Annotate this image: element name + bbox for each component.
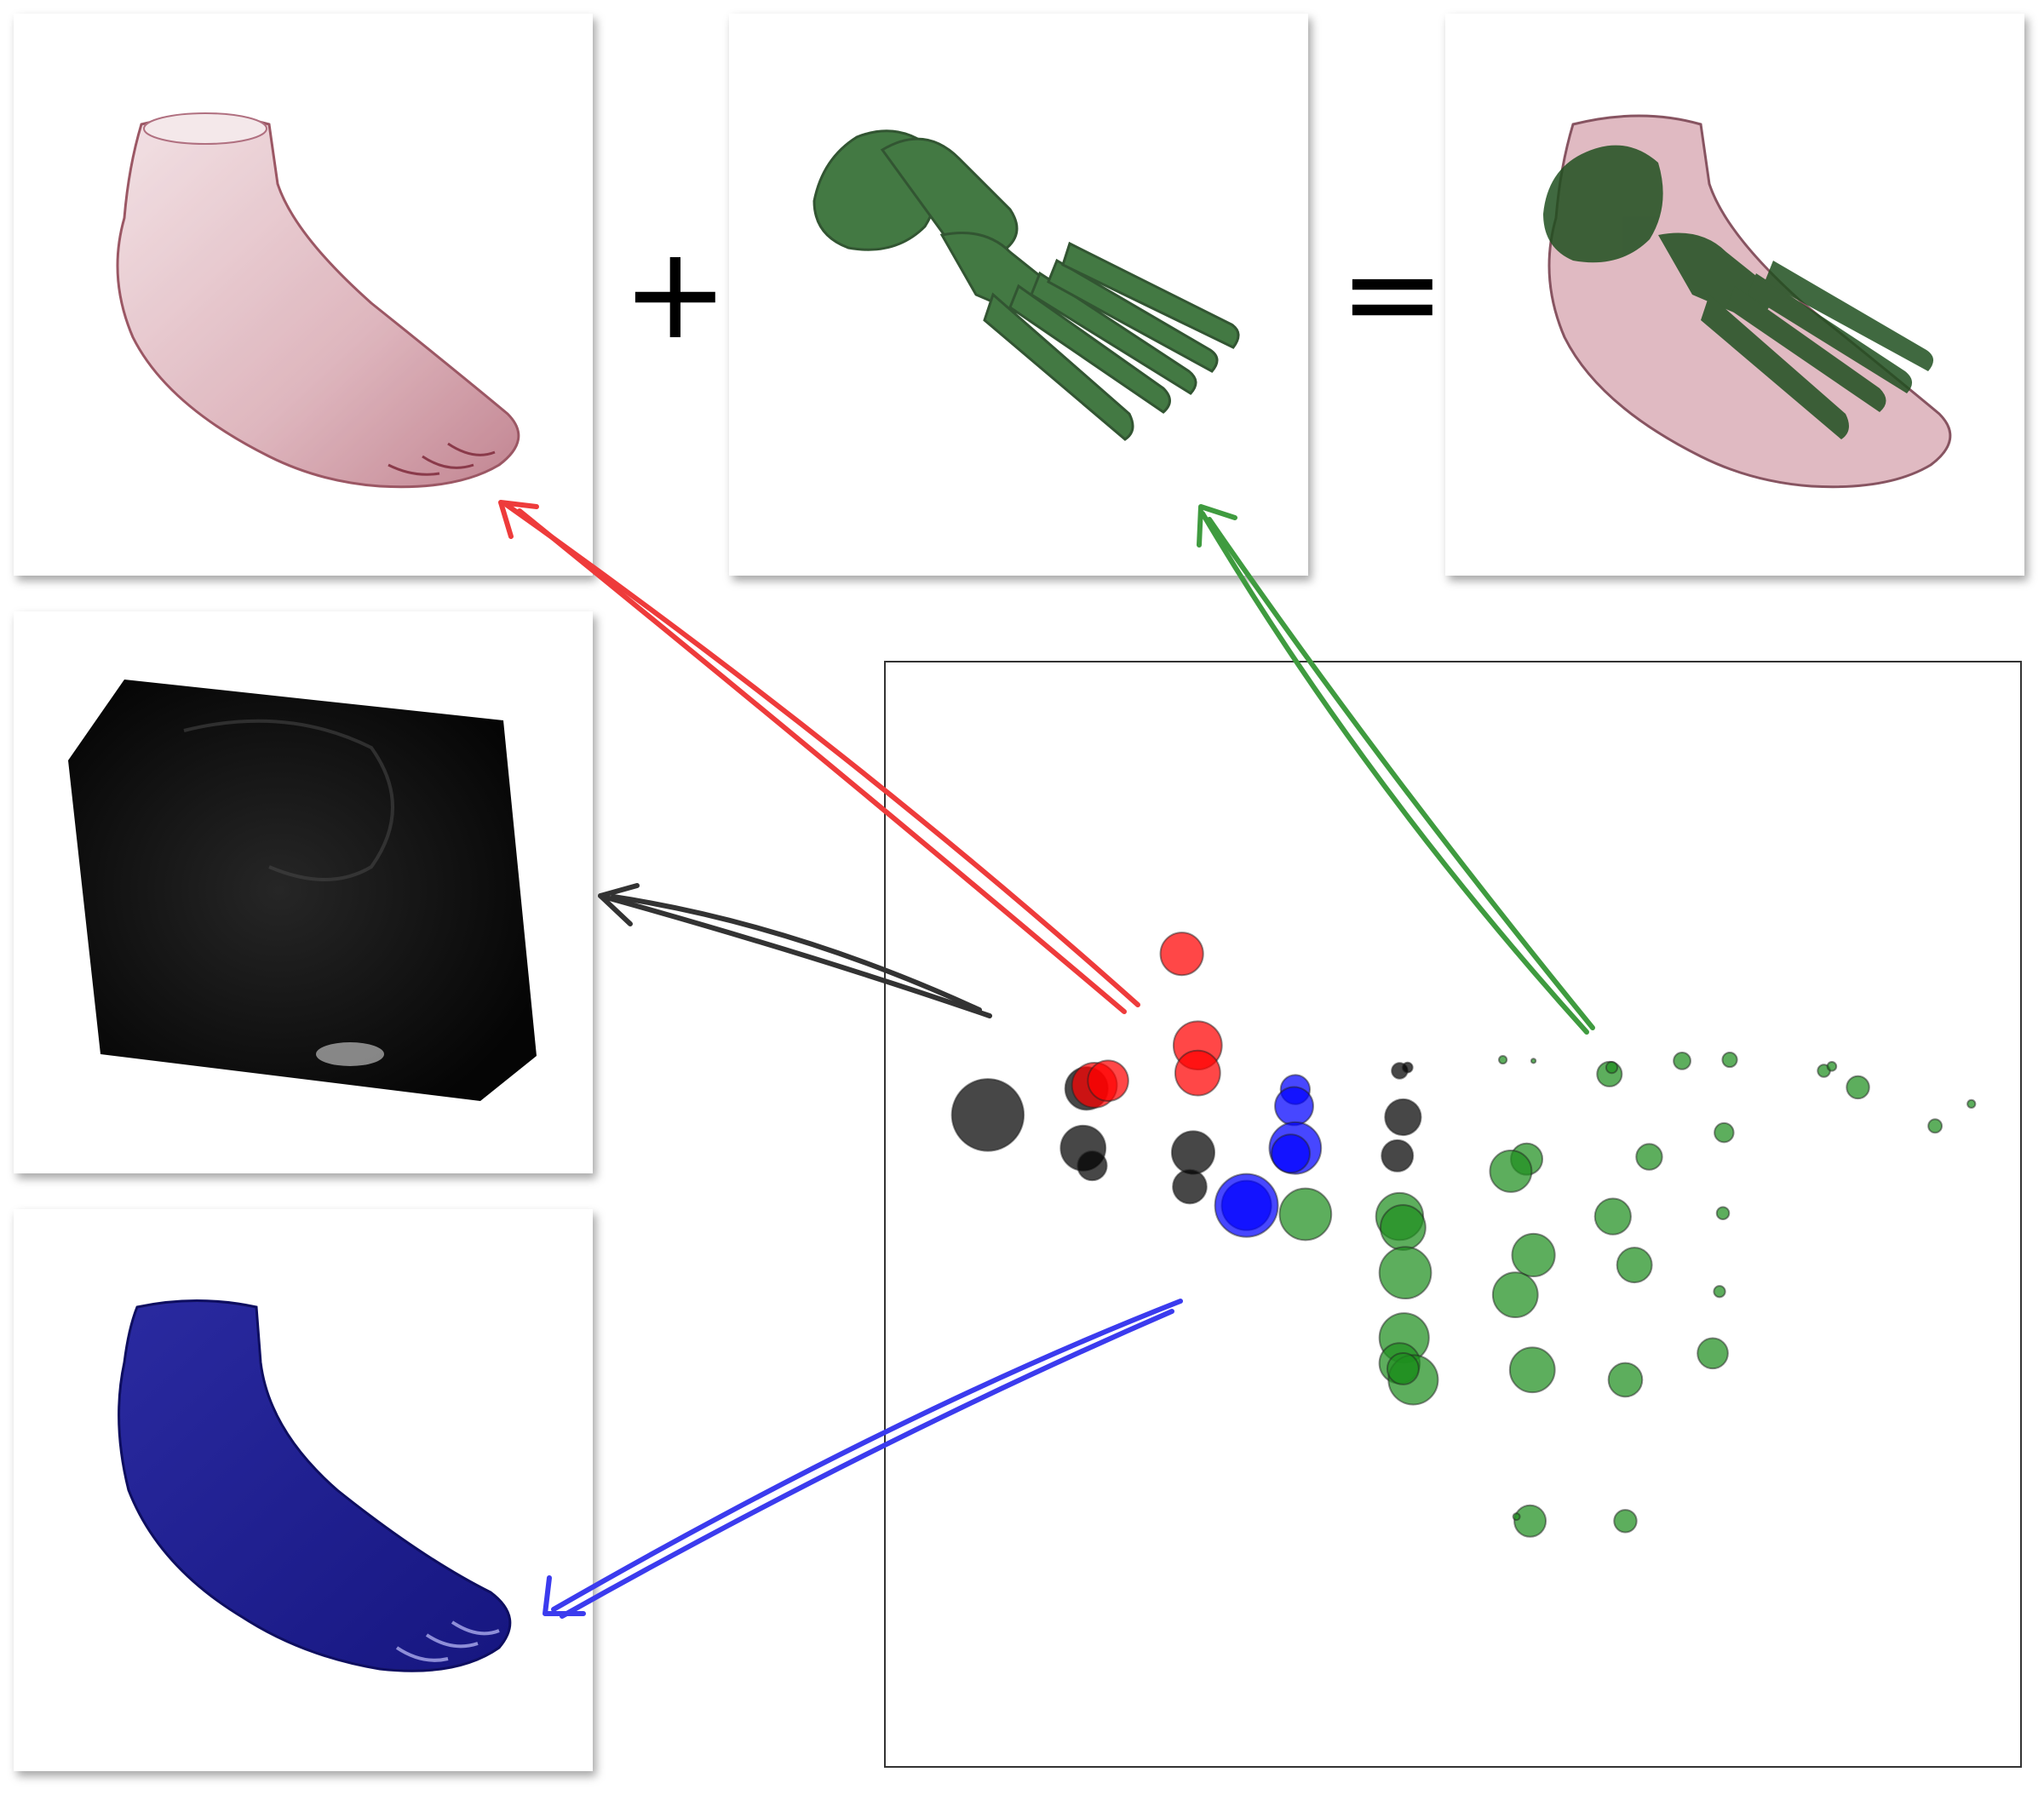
scatter-point <box>1379 1204 1427 1251</box>
scatter-points <box>950 932 1977 1538</box>
scatter-point <box>1613 1509 1638 1534</box>
scatter-plot <box>884 661 2022 1768</box>
scatter-point <box>1174 1049 1221 1097</box>
scatter-series <box>1214 1074 1323 1238</box>
foot-bone-render-icon <box>812 129 1240 441</box>
scatter-point <box>1721 1051 1738 1069</box>
scatter-point <box>1172 1168 1208 1205</box>
scatter-point <box>1401 1061 1414 1074</box>
scatter-point <box>1673 1051 1691 1070</box>
noise-render-panel <box>14 611 593 1173</box>
scatter-series <box>1071 932 1223 1109</box>
scatter-point <box>1605 1061 1619 1075</box>
scatter-point <box>1386 1351 1420 1385</box>
scatter-series <box>1278 1051 1977 1538</box>
scatter-point <box>1530 1058 1537 1064</box>
scatter-point <box>1384 1098 1422 1137</box>
scatter-point <box>1966 1098 1977 1110</box>
scatter-point <box>1214 1173 1279 1238</box>
scatter-point <box>1511 1232 1556 1278</box>
combined-render-panel <box>1445 14 2024 576</box>
foot-combined-render-icon <box>1543 114 1952 489</box>
scatter-point <box>1512 1512 1521 1522</box>
scatter-point <box>1508 1346 1556 1394</box>
scatter-point <box>1278 1187 1333 1242</box>
scatter-point <box>1616 1247 1653 1284</box>
scatter-point <box>1489 1150 1533 1193</box>
scatter-point <box>1170 1130 1216 1175</box>
skin-render-panel <box>14 14 593 576</box>
scatter-point <box>1635 1143 1663 1171</box>
scatter-point <box>1087 1059 1129 1102</box>
scatter-point <box>1714 1121 1735 1144</box>
scatter-point <box>1159 932 1204 977</box>
scatter-point <box>1697 1337 1729 1370</box>
scatter-point <box>1497 1054 1508 1065</box>
scatter-point <box>1826 1061 1838 1072</box>
scatter-point <box>1378 1246 1433 1300</box>
scatter-point <box>1491 1271 1539 1319</box>
scatter-point <box>1715 1206 1731 1220</box>
scatter-point <box>1607 1362 1644 1398</box>
bone-render-panel <box>729 14 1308 576</box>
scatter-point <box>1513 1504 1547 1538</box>
blue-render-panel <box>14 1209 593 1771</box>
scatter-point <box>1274 1086 1314 1127</box>
foot-blue-render-icon <box>118 1299 512 1672</box>
scatter-point <box>1846 1075 1870 1100</box>
equals-operator: = <box>1339 220 1446 368</box>
scatter-point <box>1927 1118 1944 1134</box>
scatter-point <box>950 1078 1025 1152</box>
noise-volume-render-icon <box>68 680 537 1101</box>
scatter-point <box>1077 1150 1108 1182</box>
scatter-point <box>1713 1285 1726 1299</box>
foot-skin-render-icon <box>116 112 520 489</box>
scatter-point <box>1271 1133 1311 1174</box>
plus-operator: + <box>622 220 729 368</box>
scatter-point <box>1593 1197 1632 1236</box>
scatter-point <box>1381 1138 1415 1173</box>
